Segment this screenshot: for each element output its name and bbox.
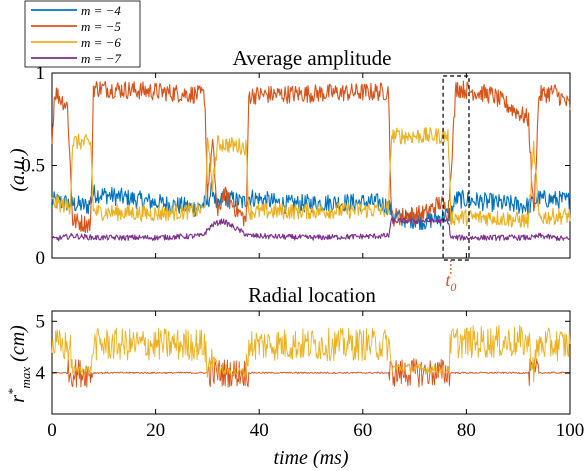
ytick-label: 0.5 bbox=[21, 156, 45, 177]
xtick-label: 60 bbox=[353, 420, 372, 441]
amplitude-title: Average amplitude bbox=[233, 46, 392, 70]
ytick-label: 0 bbox=[36, 248, 46, 269]
radial-ylabel-star: * bbox=[5, 388, 20, 395]
radial-ticks: 4 5 0 20 40 60 80 100 bbox=[36, 311, 585, 441]
amplitude-panel: Average amplitude 00.51 (a.u.) t0 bbox=[7, 46, 571, 294]
legend-label-3: m = −6 bbox=[81, 35, 121, 50]
series-line-amplitude-1 bbox=[51, 180, 571, 231]
ytick-label: 1 bbox=[36, 63, 46, 84]
series-line-radial-1 bbox=[51, 358, 571, 388]
legend-label-2: m = −5 bbox=[81, 19, 121, 34]
series-line-radial-2 bbox=[51, 324, 571, 383]
series-line-amplitude-3 bbox=[51, 127, 571, 229]
legend-label-1: m = −4 bbox=[81, 3, 121, 18]
radial-xlabel: time (ms) bbox=[274, 447, 349, 469]
legend-box bbox=[24, 0, 141, 68]
ytick-label: 4 bbox=[36, 363, 46, 384]
t0-label-subscript: 0 bbox=[450, 280, 456, 294]
series-line-amplitude-2 bbox=[51, 80, 571, 234]
t0-dashed-box bbox=[442, 75, 470, 261]
t0-label-main: t bbox=[445, 270, 451, 290]
ytick-label: 5 bbox=[36, 311, 46, 332]
xtick-label: 0 bbox=[47, 420, 57, 441]
xtick-label: 80 bbox=[457, 420, 476, 441]
legend: m = −4m = −5m = −6m = −7 bbox=[24, 0, 141, 68]
radial-ylabel: r*max (cm) bbox=[5, 325, 33, 403]
xtick-label: 40 bbox=[250, 420, 269, 441]
xtick-label: 100 bbox=[556, 420, 585, 441]
radial-ylabel-sub: max bbox=[18, 367, 33, 389]
series-line-amplitude-4 bbox=[51, 217, 571, 242]
xtick-label: 20 bbox=[146, 420, 165, 441]
amplitude-series-group bbox=[51, 80, 571, 242]
radial-axes-box bbox=[51, 310, 571, 415]
amplitude-ylabel: (a.u.) bbox=[7, 148, 29, 192]
radial-ylabel-unit: (cm) bbox=[7, 325, 29, 367]
legend-items: m = −4m = −5m = −6m = −7 bbox=[31, 3, 121, 66]
radial-ylabel-r: r bbox=[7, 395, 29, 403]
legend-label-4: m = −7 bbox=[81, 51, 121, 66]
radial-panel: Radial location 4 5 0 20 40 60 80 100 r*max (cm… bbox=[5, 283, 584, 469]
radial-series-group bbox=[51, 324, 571, 388]
t0-label: t0 bbox=[445, 270, 456, 294]
radial-title: Radial location bbox=[248, 283, 376, 307]
amplitude-ticks: 00.51 bbox=[21, 63, 571, 269]
